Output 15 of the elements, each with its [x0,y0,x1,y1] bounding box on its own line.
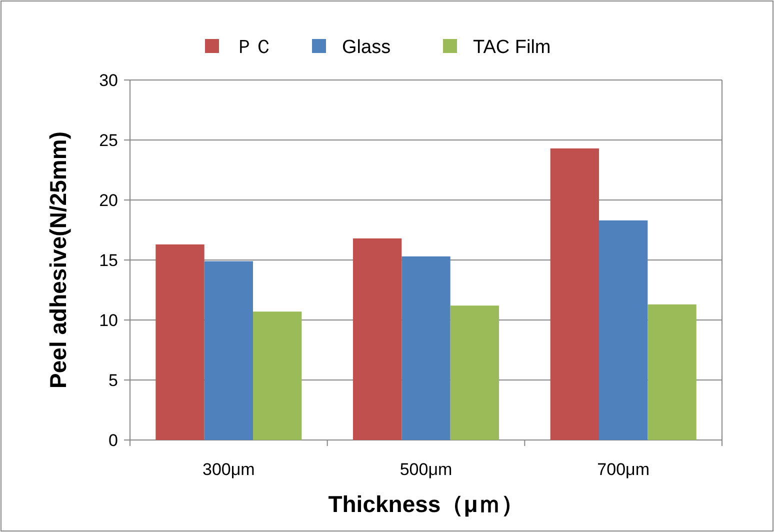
legend-label: ＰＣ [235,37,273,58]
y-tick-label: 25 [99,131,118,150]
y-tick-label: 15 [99,251,118,270]
y-tick-label: 30 [99,71,118,90]
y-axis-title: Peel adhesive(N/25mm) [45,132,71,388]
x-tick-label: 700μm [597,460,650,479]
legend-label: Glass [342,37,391,58]
y-tick-label: 0 [108,431,118,450]
y-tick-label: 20 [99,191,118,210]
y-tick-label: 10 [99,311,118,330]
y-tick-label: 5 [108,371,118,390]
x-tick-label: 500μm [400,460,452,479]
x-axis-title: Thickness（μｍ） [328,491,524,517]
legend-label: TAC Film [473,37,551,58]
x-tick-label: 300μm [202,460,255,479]
